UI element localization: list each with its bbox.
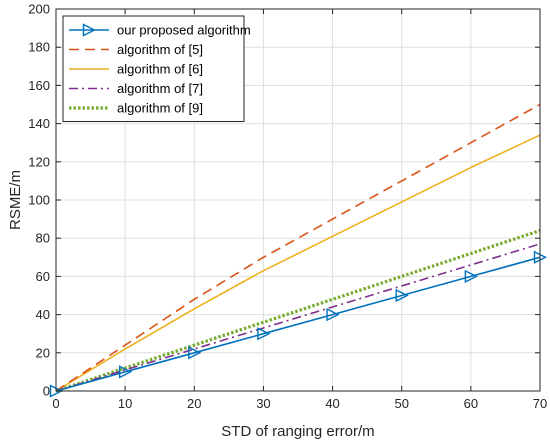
legend-entry-label: algorithm of [9]	[117, 101, 203, 116]
y-axis-label: RSME/m	[7, 170, 24, 230]
legend-entry-label: algorithm of [5]	[117, 42, 203, 57]
x-tick-label: 50	[394, 396, 408, 411]
x-tick-label: 20	[187, 396, 201, 411]
legend-entry-label: algorithm of [6]	[117, 62, 203, 77]
legend: our proposed algorithm algorithm of [5] al…	[62, 15, 251, 122]
y-tick-label: 40	[36, 307, 50, 322]
x-tick-label: 70	[533, 396, 547, 411]
y-tick-label: 60	[36, 269, 50, 284]
y-tick-label: 120	[28, 154, 50, 169]
y-tick-label: 20	[36, 345, 50, 360]
y-tick-label: 160	[28, 78, 50, 93]
legend-entry-label: our proposed algorithm	[117, 23, 251, 38]
series-0-point	[395, 288, 409, 303]
x-tick-label: 60	[464, 396, 478, 411]
y-tick-label: 200	[28, 2, 50, 17]
y-tick-label: 100	[28, 193, 50, 208]
x-tick-label: 10	[118, 396, 132, 411]
series-line-1	[55, 103, 541, 392]
y-tick-label: 80	[36, 231, 50, 246]
series-0-point	[464, 269, 478, 284]
y-tick-label: 180	[28, 40, 50, 55]
x-axis-label: STD of ranging error/m	[221, 423, 374, 440]
series-layer	[49, 103, 548, 398]
series-line-4	[55, 229, 541, 393]
series-0-point	[188, 346, 202, 360]
series-line-2	[55, 134, 541, 392]
x-tick-label: 0	[52, 396, 59, 411]
legend-entry-label: algorithm of [7]	[117, 81, 203, 96]
series-0-point	[326, 307, 340, 322]
y-tick-label: 140	[28, 116, 50, 131]
series-0-point	[118, 365, 133, 379]
axis-ticks: 0 10 20 30 40 50 60 70 0 20 40 60 80 100 120 140 160 180 2…	[28, 2, 547, 412]
series-line-0	[55, 256, 541, 392]
x-tick-label: 40	[325, 396, 339, 411]
series-line-3	[55, 243, 541, 392]
x-tick-label: 30	[256, 396, 270, 411]
legend-marker	[82, 23, 97, 37]
y-tick-label: 0	[43, 384, 50, 399]
series-0-point	[257, 327, 271, 341]
